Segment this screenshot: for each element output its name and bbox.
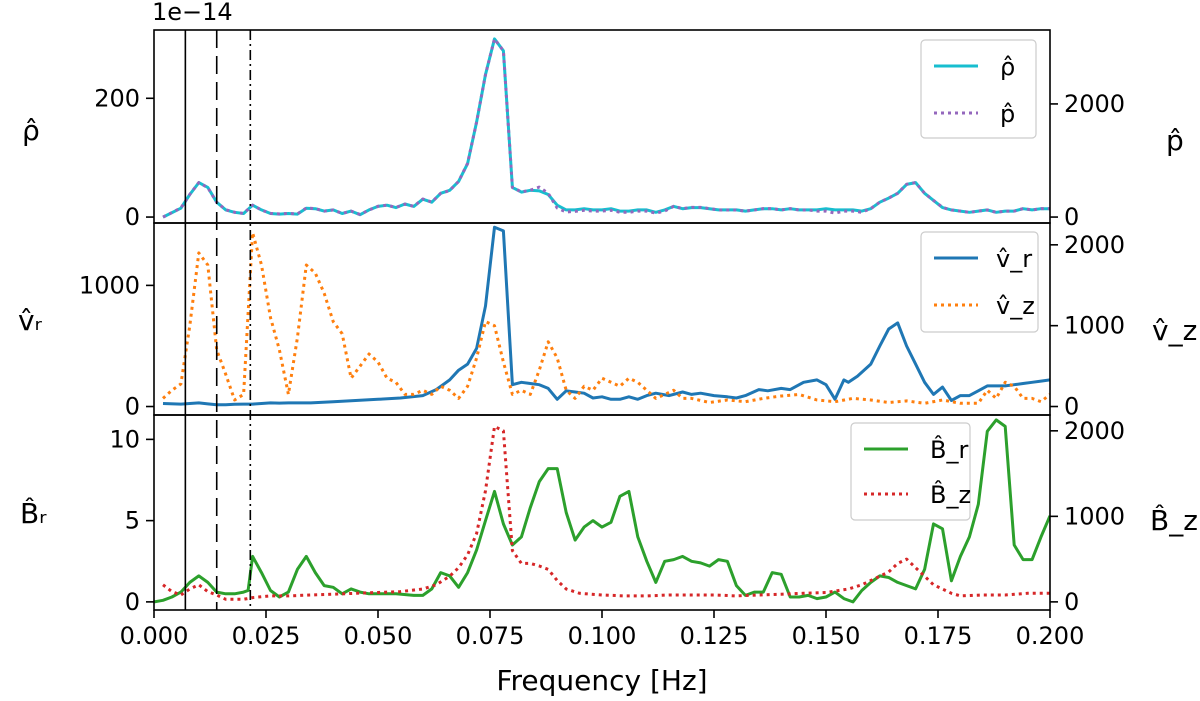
- legend-label-rho: ρ̂: [1000, 53, 1015, 81]
- panel-magnetic-left-ticks: 0 5 10: [109, 425, 154, 616]
- legend-panel-velocity: v̂_r v̂_z: [920, 231, 1039, 333]
- ytick-label-right-velocity-0: 0: [1064, 393, 1079, 421]
- panel-velocity-ylabel-right: v̂_z: [1152, 314, 1197, 347]
- ytick-label-right-magnetic-0: 0: [1064, 588, 1079, 616]
- panel-rho-left-ticks: 0 200: [94, 84, 154, 231]
- panel-rho-frame: [153, 29, 1051, 224]
- x-axis-label: Frequency [Hz]: [496, 664, 707, 697]
- panel-velocity-series: [161, 225, 1050, 407]
- panel-magnetic-series: [154, 418, 1050, 604]
- xtick-label-4: 0.100: [568, 622, 637, 650]
- vertical-markers: [184, 30, 252, 610]
- legend-panel-rho: ρ̂ p̂: [920, 39, 1037, 139]
- panel-rho: 0 200 0 2000 ρ̂ p̂ ρ̂ p̂: [22, 29, 1184, 231]
- ytick-label-left-rho-0: 0: [125, 203, 140, 231]
- ytick-label-left-rho-1: 200: [94, 84, 140, 112]
- xtick-label-5: 0.125: [680, 622, 749, 650]
- panel-magnetic-right-ticks: 0 1000 2000: [1050, 417, 1125, 616]
- x-axis: 0.000 0.025 0.050 0.075 0.100 0.125 0.150 0.175…: [120, 610, 1085, 650]
- panel-rho-series: [162, 37, 1050, 219]
- panel-velocity: 0 1000 0 1000 2000 v̂ᵣ v̂_z v̂_r v̂_z: [18, 222, 1197, 421]
- legend-panel-magnetic-box: [850, 422, 971, 521]
- xtick-label-3: 0.075: [456, 622, 525, 650]
- ytick-label-right-velocity-2: 2000: [1064, 231, 1125, 259]
- series-line-br: [154, 418, 1050, 604]
- panel-velocity-ylabel-left: v̂ᵣ: [18, 304, 43, 337]
- legend-label-vz: v̂_z: [996, 292, 1035, 320]
- xtick-label-2: 0.050: [344, 622, 413, 650]
- series-line-vr: [162, 225, 1050, 407]
- ytick-label-left-velocity-1: 1000: [79, 271, 140, 299]
- panel-magnetic-ylabel-left: B̂ᵣ: [20, 497, 47, 530]
- legend-label-vr: v̂_r: [996, 245, 1032, 273]
- ytick-label-right-rho-0: 0: [1064, 203, 1079, 231]
- legend-label-p: p̂: [1000, 100, 1015, 128]
- ytick-label-right-magnetic-2: 2000: [1064, 417, 1125, 445]
- panel-rho-ylabel-right: p̂: [1166, 124, 1184, 157]
- panel-velocity-left-ticks: 0 1000: [79, 271, 154, 421]
- xtick-label-8: 0.200: [1016, 622, 1085, 650]
- ytick-label-left-magnetic-0: 0: [125, 588, 140, 616]
- panel-rho-ylabel-left: ρ̂: [22, 114, 40, 147]
- panel-velocity-right-ticks: 0 1000 2000: [1050, 231, 1125, 421]
- xtick-label-1: 0.025: [232, 622, 301, 650]
- series-line-vz: [161, 231, 1050, 405]
- ytick-label-left-velocity-0: 0: [125, 393, 140, 421]
- xtick-label-6: 0.150: [792, 622, 861, 650]
- ytick-label-right-velocity-1: 1000: [1064, 312, 1125, 340]
- legend-panel-magnetic: B̂_r B̂_z: [850, 422, 971, 521]
- ytick-label-right-magnetic-1: 1000: [1064, 502, 1125, 530]
- series-line-p: [162, 37, 1050, 219]
- ytick-label-right-rho-1: 2000: [1064, 90, 1125, 118]
- xtick-label-7: 0.175: [904, 622, 973, 650]
- ytick-label-left-magnetic-2: 10: [109, 425, 140, 453]
- panel-rho-right-ticks: 0 2000: [1050, 90, 1125, 231]
- series-line-rho: [162, 37, 1050, 219]
- legend-label-bz: B̂_z: [930, 481, 971, 509]
- panel-magnetic-ylabel-right: B̂_z: [1150, 504, 1198, 537]
- panel-velocity-frame: [153, 222, 1051, 416]
- x-axis-offset-text: 1e−14: [152, 0, 233, 26]
- xtick-label-0: 0.000: [120, 622, 189, 650]
- legend-label-br: B̂_r: [930, 436, 968, 464]
- ytick-label-left-magnetic-1: 5: [125, 507, 140, 535]
- legend-panel-rho-box: [920, 39, 1037, 139]
- panel-magnetic: 0 5 10 0 1000 2000 B̂ᵣ B̂_z B̂_r B̂_z: [20, 414, 1198, 616]
